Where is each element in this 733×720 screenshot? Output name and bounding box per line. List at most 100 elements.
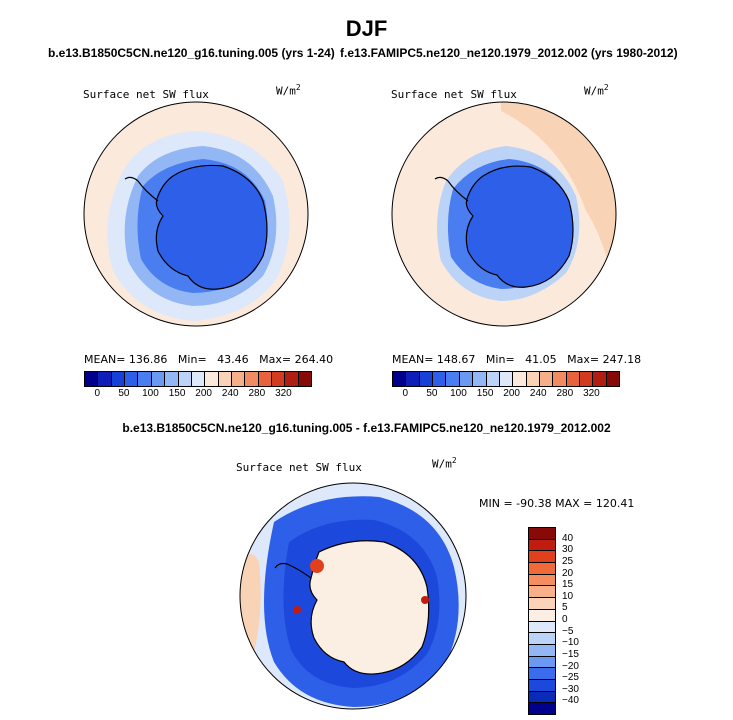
colorbar-swatch bbox=[419, 372, 434, 386]
colorbar-swatch bbox=[529, 679, 555, 692]
colorbar-tick-label: 150 bbox=[168, 388, 186, 399]
colorbar-tick-label: 240 bbox=[529, 388, 547, 399]
colorbar-swatch bbox=[98, 372, 112, 386]
colorbar-swatch bbox=[529, 528, 555, 540]
colorbar-swatch bbox=[513, 372, 527, 386]
diff-map-warm-spot-west bbox=[293, 606, 301, 614]
colorbar-swatch bbox=[151, 372, 166, 386]
colorbar-tick-label: 240 bbox=[221, 388, 239, 399]
colorbar-tick-label: 40 bbox=[562, 532, 574, 544]
right-map-peninsula bbox=[434, 176, 469, 202]
right-units-label: W/m2 bbox=[584, 83, 609, 98]
diff-map-continent bbox=[309, 540, 430, 675]
left-map-peninsula bbox=[124, 176, 159, 202]
colorbar-swatch bbox=[529, 563, 555, 575]
colorbar-swatch bbox=[245, 372, 259, 386]
diff-map-border bbox=[239, 482, 467, 710]
right-case-title: f.e13.FAMIPC5.ne120_ne120.1979_2012.002 … bbox=[340, 46, 678, 60]
colorbar-swatch bbox=[231, 372, 246, 386]
right-map-continent bbox=[465, 165, 574, 288]
colorbar-swatch bbox=[165, 372, 179, 386]
left-colorbar bbox=[84, 371, 312, 387]
left-map-border bbox=[83, 101, 309, 327]
left-polar-map bbox=[83, 101, 309, 327]
left-colorbar-ticks: 0 50 100 150 200 240 280 320 bbox=[84, 388, 310, 402]
colorbar-swatch bbox=[606, 372, 620, 386]
diff-colorbar-ticks: 40 30 25 20 15 10 5 0 −5 −10 −15 −20 −25 −30 −40 bbox=[562, 527, 602, 713]
colorbar-swatch bbox=[285, 372, 299, 386]
colorbar-swatch bbox=[529, 539, 555, 552]
colorbar-swatch bbox=[218, 372, 232, 386]
left-stats: MEAN= 136.86 Min= 43.46 Max= 264.40 bbox=[84, 353, 334, 366]
colorbar-swatch bbox=[473, 372, 487, 386]
colorbar-swatch bbox=[580, 372, 594, 386]
colorbar-swatch bbox=[272, 372, 286, 386]
colorbar-tick-label: 200 bbox=[503, 388, 520, 399]
colorbar-tick-label: −30 bbox=[562, 683, 579, 695]
diff-units-label: W/m2 bbox=[432, 456, 457, 471]
colorbar-swatch bbox=[539, 372, 554, 386]
colorbar-swatch bbox=[526, 372, 540, 386]
left-variable-label: Surface net SW flux bbox=[83, 88, 209, 101]
colorbar-tick-label: −20 bbox=[562, 660, 579, 672]
colorbar-swatch bbox=[446, 372, 460, 386]
colorbar-swatch bbox=[593, 372, 607, 386]
colorbar-swatch bbox=[553, 372, 567, 386]
colorbar-tick-label: −15 bbox=[562, 648, 579, 660]
colorbar-tick-label: 100 bbox=[450, 388, 467, 399]
colorbar-tick-label: 200 bbox=[195, 388, 212, 399]
colorbar-swatch bbox=[499, 372, 514, 386]
colorbar-swatch bbox=[125, 372, 139, 386]
colorbar-swatch bbox=[529, 551, 555, 564]
colorbar-tick-label: 320 bbox=[583, 388, 600, 399]
colorbar-swatch bbox=[486, 372, 500, 386]
colorbar-swatch bbox=[529, 586, 555, 599]
colorbar-tick-label: 280 bbox=[556, 388, 574, 399]
colorbar-tick-label: −40 bbox=[562, 695, 579, 707]
colorbar-swatch bbox=[529, 691, 555, 704]
diff-variable-label: Surface net SW flux bbox=[236, 461, 362, 474]
colorbar-swatch bbox=[178, 372, 192, 386]
colorbar-swatch bbox=[529, 644, 555, 657]
colorbar-swatch bbox=[433, 372, 447, 386]
colorbar-swatch bbox=[529, 656, 555, 669]
difference-title: b.e13.B1850C5CN.ne120_g16.tuning.005 - f… bbox=[122, 421, 611, 435]
colorbar-swatch bbox=[191, 372, 206, 386]
colorbar-swatch bbox=[529, 621, 555, 634]
colorbar-swatch bbox=[393, 372, 407, 386]
colorbar-tick-label: 0 bbox=[402, 388, 409, 399]
colorbar-swatch bbox=[111, 372, 126, 386]
right-map-border bbox=[391, 101, 617, 327]
colorbar-tick-label: 280 bbox=[248, 388, 266, 399]
colorbar-swatch bbox=[298, 372, 312, 386]
colorbar-tick-label: 25 bbox=[562, 555, 574, 567]
colorbar-tick-label: 100 bbox=[142, 388, 159, 399]
left-units-label: W/m2 bbox=[276, 83, 301, 98]
colorbar-tick-label: 20 bbox=[562, 567, 574, 579]
right-polar-map bbox=[391, 101, 617, 327]
diff-map-warm-spot-peninsula bbox=[310, 559, 324, 573]
colorbar-tick-label: 5 bbox=[562, 602, 568, 614]
colorbar-tick-label: 0 bbox=[562, 614, 568, 625]
right-variable-label: Surface net SW flux bbox=[391, 88, 517, 101]
colorbar-swatch bbox=[529, 598, 555, 610]
figure-title: DJF bbox=[345, 16, 388, 41]
colorbar-tick-label: −5 bbox=[562, 625, 574, 637]
colorbar-swatch bbox=[529, 633, 555, 645]
colorbar-swatch bbox=[205, 372, 219, 386]
colorbar-tick-label: 15 bbox=[562, 579, 574, 591]
diff-map-peninsula bbox=[274, 562, 312, 579]
right-colorbar bbox=[392, 371, 620, 387]
colorbar-tick-label: 50 bbox=[118, 388, 130, 399]
left-map-continent bbox=[155, 164, 268, 290]
diff-polar-map bbox=[239, 482, 467, 710]
colorbar-swatch bbox=[529, 574, 555, 587]
colorbar-tick-label: 0 bbox=[94, 388, 101, 399]
diff-colorbar bbox=[528, 527, 556, 715]
diff-minmax-label: MIN = -90.38 MAX = 120.41 bbox=[479, 497, 635, 510]
colorbar-tick-label: −10 bbox=[562, 637, 579, 649]
diff-map-warm-spot-east bbox=[421, 596, 429, 604]
colorbar-swatch bbox=[138, 372, 152, 386]
colorbar-tick-label: 50 bbox=[426, 388, 438, 399]
colorbar-swatch bbox=[529, 668, 555, 680]
